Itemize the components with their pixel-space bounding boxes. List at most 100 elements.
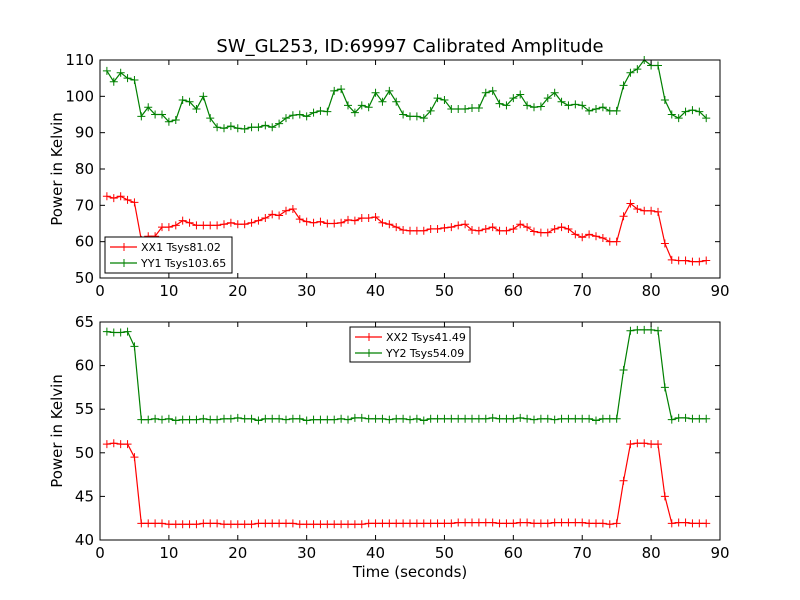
chart-2-series-2-point	[454, 414, 463, 423]
chart-2-y-tick-label: 40	[75, 531, 94, 549]
chart-1-series-1-point	[660, 239, 669, 248]
chart-1-series-2-point	[385, 86, 394, 95]
chart-2-series-2-point	[578, 414, 587, 423]
chart-2-series-2-point	[536, 414, 545, 423]
chart-1-series-2-point	[302, 112, 311, 121]
chart-2-series-1-point	[337, 520, 346, 529]
chart-2-series-2-point	[130, 342, 139, 351]
chart-1-series-1-point	[309, 218, 318, 227]
chart-1-series-1-point	[295, 215, 304, 224]
chart-1-series-2-point	[564, 101, 573, 110]
chart-2-series-1-point	[530, 519, 538, 528]
chart-2-series-1-point	[254, 519, 263, 528]
chart-1-series-1-point	[474, 226, 483, 235]
chart-2-series-2-point	[468, 414, 476, 423]
chart-1-series-1-point	[199, 221, 208, 230]
chart-2-series-1-point	[385, 519, 394, 528]
chart-1-series-1-point	[681, 256, 690, 265]
chart-1-series-1-point	[481, 224, 490, 233]
chart-2-series-2-point	[206, 415, 215, 424]
chart-1-legend-label-1: XX1 Tsys81.02	[141, 241, 221, 254]
chart-1-series-1-point	[550, 224, 559, 233]
chart-2-y-tick-label: 55	[75, 400, 94, 418]
chart-1-series-1-point	[254, 216, 263, 225]
chart-2-series-1-point	[261, 519, 270, 528]
chart-1-series-2-point	[412, 112, 421, 121]
chart-1-series-1-point	[509, 224, 518, 233]
chart-2-series-1-point	[523, 518, 532, 527]
chart-2-series-1-point	[220, 520, 228, 529]
chart-1-series-2-point	[130, 75, 139, 84]
chart-1-x-tick-label: 0	[95, 282, 105, 300]
chart-1-series-2-point	[109, 77, 118, 86]
chart-1-series-1-point	[275, 211, 284, 220]
chart-1-series-1-point	[268, 210, 277, 219]
chart-2-series-1-point	[509, 519, 518, 528]
chart-2-series-2-point	[516, 413, 525, 422]
chart-2-series-1-point	[481, 518, 490, 527]
chart-2-series-1-point	[213, 519, 222, 528]
chart-2-series-1-point	[654, 440, 662, 449]
chart-1-series-2-point	[433, 94, 442, 103]
chart-1-series-2-point	[295, 110, 304, 119]
chart-1-series-2-point	[688, 106, 697, 115]
chart-2-series-2-point	[619, 365, 628, 374]
chart-2-series-1-point	[433, 519, 442, 528]
chart-1-series-1-point	[412, 226, 421, 235]
chart-1-series-1-point	[454, 221, 463, 230]
chart-2-series-2-point	[488, 413, 497, 422]
chart-2-series-1-point	[123, 440, 132, 449]
chart-1-series-2-point	[592, 105, 600, 114]
chart-2-series-2-point	[220, 414, 228, 423]
chart-1-series-2-point	[530, 103, 538, 112]
chart-2-series-2-point	[481, 414, 490, 423]
chart-1-series-1-point	[571, 230, 580, 239]
chart-2-series-2-point	[509, 414, 518, 423]
chart-2-series-1-point	[495, 519, 504, 528]
chart-1-legend-marker-1	[120, 243, 128, 251]
chart-1-series-2-point	[392, 97, 401, 106]
chart-2-series-1-point	[102, 440, 111, 449]
chart-1-series-1-point	[598, 234, 607, 243]
chart-2-series-1-point	[364, 519, 373, 528]
chart-1-series-2-point	[275, 119, 284, 128]
chart-2-series-1-point	[247, 520, 256, 529]
chart-2-series-2-point	[564, 414, 573, 423]
chart-2-series-2-point	[171, 416, 180, 425]
chart-1-series-2-point	[151, 110, 160, 119]
chart-2-x-tick-label: 50	[435, 544, 454, 562]
chart-1-series-1-point	[585, 230, 594, 239]
chart-2-series-1-point	[619, 476, 628, 485]
chart-2-x-tick-label: 80	[642, 544, 661, 562]
chart-1-series-2-point	[337, 85, 346, 94]
chart-1-series-2-point	[116, 68, 125, 77]
chart-2-series-2-point	[612, 414, 621, 423]
chart-2-series-2-point	[419, 416, 428, 425]
chart-2-series-1-point	[185, 520, 194, 529]
chart-2-series-1-point	[605, 520, 614, 529]
chart-2-series-2-point	[667, 415, 676, 424]
chart-1-series-2-point	[495, 99, 504, 108]
chart-1-series-2-point	[282, 114, 290, 123]
chart-1-series-1-point	[350, 216, 359, 225]
chart-1-series-1-point	[378, 218, 387, 227]
chart-1-series-1-point	[564, 224, 573, 233]
chart-2-series-2-point	[598, 414, 607, 423]
chart-1-series-1-point	[302, 217, 311, 226]
chart-1-series-2-point	[254, 123, 263, 132]
chart-2-series-1-point	[412, 519, 421, 528]
chart-2-series-2-point	[633, 325, 642, 334]
chart-2-series-2-point	[247, 414, 256, 423]
chart-2-series-1-point	[130, 453, 139, 462]
chart-1-series-2-point	[220, 124, 228, 133]
chart-2-series-2-point	[144, 415, 153, 424]
chart-1-series-1-point	[261, 214, 270, 223]
chart-2-series-1-point	[440, 519, 449, 528]
chart-1-x-tick-label: 90	[710, 282, 729, 300]
chart-2-series-1-point	[295, 520, 304, 529]
chart-1-series-1-point	[688, 257, 697, 266]
chart-1-series-2-point	[309, 108, 318, 117]
chart-2-series-2-point	[647, 325, 656, 334]
chart-2-y-tick-label: 50	[75, 444, 94, 462]
chart-2-series-2-point	[543, 414, 552, 423]
